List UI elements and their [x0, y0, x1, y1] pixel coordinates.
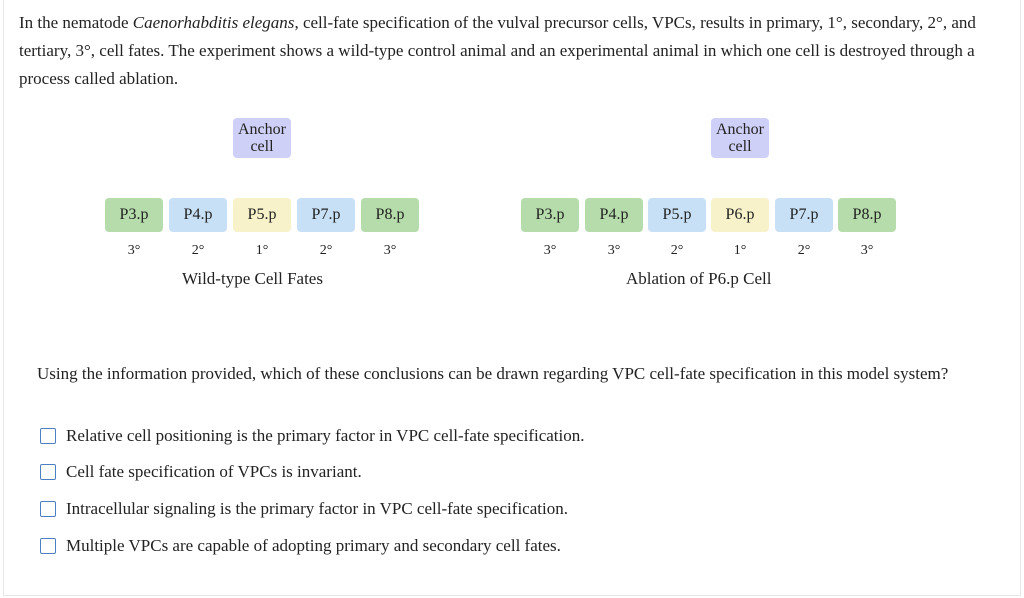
species-name: Caenorhabditis elegans [132, 13, 295, 32]
wildtype-cell-p3p: P3.p [105, 198, 163, 232]
wildtype-caption: Wild-type Cell Fates [182, 269, 323, 288]
ablation-cell-p3p: P3.p [521, 198, 579, 232]
wildtype-fate: 2° [319, 243, 333, 258]
ablation-cell-p6p: P6.p [711, 198, 769, 232]
ablation-cell-p5p: P5.p [648, 198, 706, 232]
option-label: Cell fate specification of VPCs is invar… [66, 462, 362, 481]
option-label: Relative cell positioning is the primary… [66, 426, 585, 445]
ablation-cell-p4p: P4.p [585, 198, 643, 232]
answer-option-1[interactable]: Relative cell positioning is the primary… [40, 426, 585, 446]
ablation-fate: 2° [797, 243, 811, 258]
ablation-fate: 3° [607, 243, 621, 258]
ablation-cell-p7p: P7.p [775, 198, 833, 232]
wildtype-fate: 1° [255, 243, 269, 258]
option-label: Multiple VPCs are capable of adopting pr… [66, 536, 561, 555]
ablation-fate: 1° [733, 243, 747, 258]
wildtype-cell-p4p: P4.p [169, 198, 227, 232]
option-label: Intracellular signaling is the primary f… [66, 499, 568, 518]
intro-text: In the nematode Caenorhabditis elegans, … [19, 13, 976, 88]
checkbox[interactable] [40, 538, 56, 554]
wildtype-anchor-cell: Anchor cell [233, 118, 291, 158]
wildtype-cell-p8p: P8.p [361, 198, 419, 232]
ablation-fate: 3° [543, 243, 557, 258]
wildtype-cell-p5p: P5.p [233, 198, 291, 232]
checkbox[interactable] [40, 464, 56, 480]
ablation-anchor-cell: Anchor cell [711, 118, 769, 158]
wildtype-fate: 3° [127, 243, 141, 258]
wildtype-fate: 3° [383, 243, 397, 258]
question-text: Using the information provided, which of… [37, 364, 949, 383]
content-frame [3, 0, 1021, 596]
answer-option-4[interactable]: Multiple VPCs are capable of adopting pr… [40, 536, 561, 556]
answer-option-2[interactable]: Cell fate specification of VPCs is invar… [40, 462, 362, 482]
ablation-cell-p8p: P8.p [838, 198, 896, 232]
checkbox[interactable] [40, 428, 56, 444]
ablation-fate: 3° [860, 243, 874, 258]
checkbox[interactable] [40, 501, 56, 517]
wildtype-fate: 2° [191, 243, 205, 258]
ablation-caption: Ablation of P6.p Cell [626, 269, 772, 288]
ablation-fate: 2° [670, 243, 684, 258]
wildtype-cell-p7p: P7.p [297, 198, 355, 232]
answer-option-3[interactable]: Intracellular signaling is the primary f… [40, 499, 568, 519]
